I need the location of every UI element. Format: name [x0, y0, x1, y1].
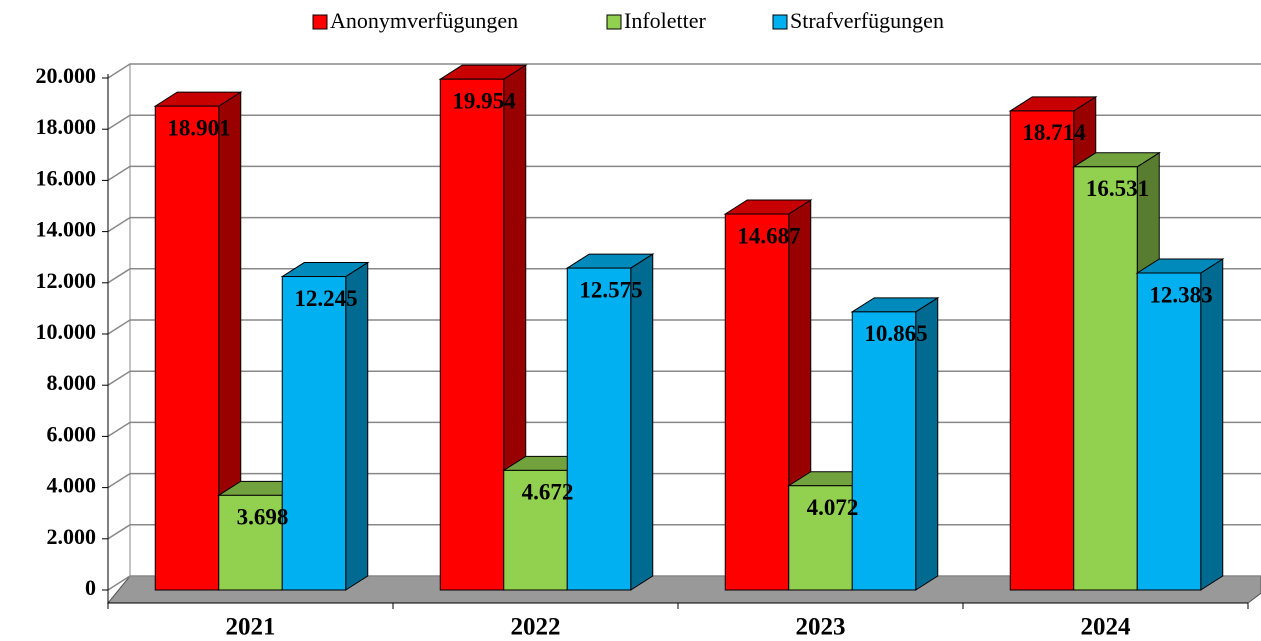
legend-swatch: [312, 14, 328, 30]
bar: [566, 267, 632, 591]
value-label: 19.954: [452, 88, 516, 113]
value-label: 18.714: [1022, 120, 1086, 145]
x-tick-label: 2024: [1081, 614, 1132, 641]
value-label: 12.245: [294, 286, 357, 311]
bar-side: [630, 253, 654, 591]
y-tick-label: 20.000: [36, 63, 97, 88]
bar-side: [1200, 258, 1224, 591]
bar: [281, 276, 347, 591]
legend-label: Strafverfügungen: [790, 8, 944, 33]
y-tick-label: 12.000: [36, 268, 97, 293]
y-tick-label: 14.000: [36, 217, 97, 242]
bar-side: [345, 261, 369, 591]
y-tick-label: 8.000: [47, 370, 97, 395]
value-label: 12.383: [1149, 282, 1212, 307]
bar: [154, 105, 220, 591]
grid-line: [107, 268, 1261, 284]
grid-line: [107, 216, 1261, 233]
y-tick-label: 18.000: [36, 114, 97, 139]
value-label: 16.531: [1086, 176, 1149, 201]
value-label: 3.698: [237, 505, 289, 530]
legend-label: Infoletter: [624, 8, 707, 33]
y-tick-label: 2.000: [47, 524, 97, 549]
y-tick-label: 0: [85, 575, 96, 600]
y-tick-label: 16.000: [36, 165, 97, 190]
grid-line: [107, 165, 1261, 182]
value-label: 12.575: [579, 277, 642, 302]
bar: [851, 311, 917, 591]
y-tick-label: 4.000: [47, 473, 97, 498]
bar: [1073, 166, 1138, 591]
value-label: 10.865: [864, 321, 927, 346]
x-tick-label: 2022: [511, 614, 561, 641]
bar: [439, 78, 505, 591]
y-tick-label: 6.000: [47, 421, 97, 446]
value-label: 18.901: [167, 115, 230, 140]
grid-line: [107, 63, 1261, 79]
y-tick-label: 10.000: [36, 319, 97, 344]
bar: [1136, 272, 1202, 591]
value-label: 4.072: [807, 495, 859, 520]
bar: [724, 213, 790, 591]
legend-swatch: [606, 14, 622, 30]
value-label: 14.687: [737, 223, 800, 248]
value-label: 4.672: [522, 480, 574, 505]
x-tick-label: 2023: [796, 614, 846, 641]
bar: [218, 494, 283, 591]
x-tick-label: 2021: [226, 614, 276, 641]
legend-swatch: [772, 14, 788, 30]
legend-label: Anonymverfügungen: [330, 8, 518, 33]
grid-line: [107, 114, 1261, 130]
bar: [1009, 110, 1075, 591]
bar: [788, 485, 853, 591]
